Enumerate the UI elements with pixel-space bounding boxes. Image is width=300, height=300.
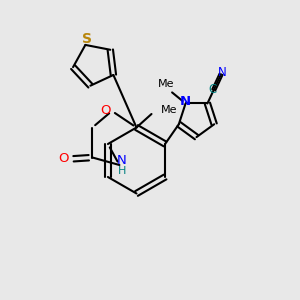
Text: O: O — [58, 152, 68, 166]
Text: H: H — [118, 166, 126, 176]
Text: S: S — [82, 32, 92, 46]
Text: Me: Me — [158, 79, 174, 89]
Text: N: N — [117, 154, 127, 167]
Text: C: C — [208, 83, 216, 97]
Text: N: N — [218, 66, 227, 79]
Text: O: O — [100, 104, 110, 118]
Text: Me: Me — [161, 105, 178, 116]
Text: N: N — [180, 94, 191, 108]
